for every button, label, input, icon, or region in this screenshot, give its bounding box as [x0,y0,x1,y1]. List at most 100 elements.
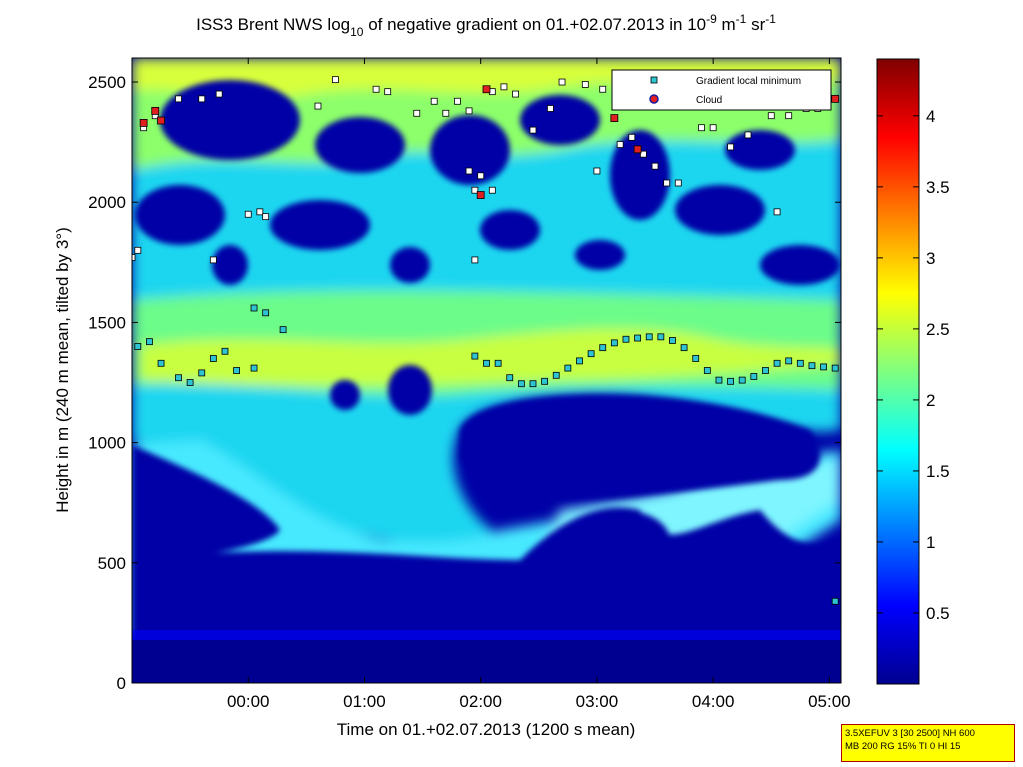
gradient-minimum-point [517,380,525,388]
gradient-minimum-point [442,109,450,117]
gradient-minimum-point [529,380,537,388]
gradient-minimum-point [785,357,793,365]
cloud-point [831,94,840,103]
gradient-minimum-point [500,83,508,91]
y-tick-label: 2000 [88,193,126,212]
gradient-minimum-point [175,95,182,103]
gradient-minimum-point [547,105,554,112]
y-tick-label: 0 [117,674,126,693]
gradient-minimum-point [785,112,793,120]
gradient-minimum-point [767,112,775,120]
colorbar-tick-label: 1 [926,533,935,552]
gradient-minimum-point [820,363,827,371]
gradient-minimum-point [233,367,241,374]
gradient-minimum-point [471,352,479,360]
gradient-minimum-point [599,85,607,93]
colorbar-tick-label: 2 [926,391,935,410]
legend-box [611,69,832,111]
gradient-minimum-point [831,364,839,372]
colorbar-tick-label: 2.5 [926,320,950,339]
gradient-minimum-point [715,376,723,384]
x-tick-label: 02:00 [459,692,502,711]
gradient-minimum-point [727,143,734,151]
title-sub: 10 [350,25,364,39]
gradient-minimum-point [657,333,665,341]
x-axis-label: Time on 01.+02.07.2013 (1200 s mean) [337,720,635,739]
gradient-minimum-point [744,131,752,139]
gradient-minimum-point [454,97,461,105]
colorbar-tick-label: 3.5 [926,178,950,197]
gradient-minimum-point [663,179,671,187]
gradient-minimum-point [512,90,519,98]
legend-label-gradient: Gradient local minimum [696,76,801,87]
gradient-minimum-point [645,333,653,341]
gradient-minimum-point [132,254,136,261]
cloud-point [610,114,619,122]
x-tick-label: 01:00 [343,692,386,711]
gradient-minimum-point [552,371,560,379]
gradient-minimum-point [471,186,479,194]
gradient-minimum-point [674,179,682,187]
title-part-pre: ISS3 Brent NWS log [196,15,350,34]
x-tick-label: 03:00 [576,692,619,711]
gradient-minimum-point [372,85,380,93]
gradient-minimum-point [483,359,490,367]
gradient-minimum-point [175,374,182,382]
chart-title: ISS3 Brent NWS log10 of negative gradien… [196,12,776,39]
colorbar-tick-label: 0.5 [926,604,950,623]
cloud-point [151,106,160,115]
gradient-minimum-point [709,124,717,132]
gradient-minimum-point [773,208,781,216]
cloud-marker-icon [649,94,659,104]
gradient-minimum-point [250,304,258,312]
gradient-minimum-point [628,133,636,141]
y-tick-label: 1000 [88,434,126,453]
gradient-minimum-point [541,377,549,385]
gradient-minimum-point [262,309,270,317]
gradient-minimum-point [314,102,322,110]
gradient-minimum-point [698,124,705,132]
title-part-mid3: sr [746,15,765,34]
legend-label-cloud: Cloud [696,95,722,106]
gradient-minimum-point [134,343,142,350]
gradient-minimum-point [669,337,676,344]
gradient-minimum-point [640,150,647,158]
gradient-minimum-point [221,347,229,355]
gradient-minimum-point [157,359,165,367]
gradient-minimum-point [599,344,607,352]
gradient-minimum-point [576,357,583,365]
colorbar-tick-label: 4 [926,107,935,126]
gradient-minimum-point [750,373,758,380]
colorbar [876,58,920,685]
title-part-mid: of negative gradient on 01.+02.07.2013 i… [363,15,706,34]
cloud-point [139,119,148,127]
colorbar-tick-label: 3 [926,249,935,268]
info-line-2: MB 200 RG 15% TI 0 HI 15 [845,741,961,752]
gradient-minimum-point [610,339,618,347]
x-tick-label: 00:00 [227,692,270,711]
gradient-minimum-point [558,78,566,86]
title-sup2: -1 [736,12,747,26]
y-tick-label: 2500 [88,73,126,92]
x-tick-label: 04:00 [692,692,735,711]
legend: Gradient local minimum Cloud [611,69,832,111]
y-tick-label: 500 [98,554,126,573]
y-axis: 0 500 1000 1500 2000 2500 [88,73,841,693]
gradient-minimum-point [250,364,258,372]
gradient-minimum-point [384,88,392,96]
gradient-minimum-point [506,374,514,382]
gradient-minimum-point [198,369,206,377]
y-axis-label: Height in m (240 m mean, tilted by 3°) [53,227,72,513]
cloud-point [476,191,485,199]
colorbar-ticks: 0.5 1 1.5 2 2.5 3 3.5 4 [877,107,950,623]
gradient-minimum-point [413,109,421,117]
gradient-minimum-point [593,167,601,175]
gradient-minimum-point [430,97,438,105]
gradient-minimum-point [727,377,734,385]
x-tick-label: 05:00 [808,692,851,711]
gradient-minimum-point [634,334,641,342]
gradient-minimum-point [680,344,688,352]
gradient-minimum-point [279,326,287,334]
colorbar-tick-label: 1.5 [926,462,950,481]
title-sup1: -9 [706,12,717,26]
